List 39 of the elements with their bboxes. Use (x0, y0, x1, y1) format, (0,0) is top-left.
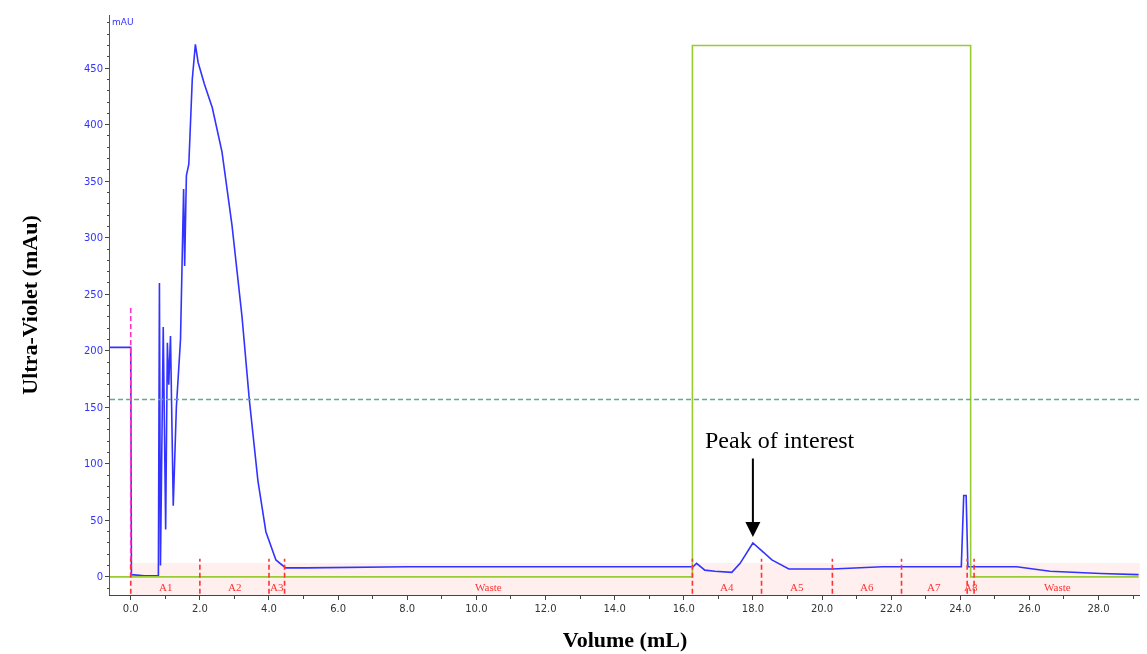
x-tick-label: 4.0 (261, 603, 277, 614)
x-tick-label: 20.0 (810, 603, 834, 614)
annotation: Peak of interest (705, 427, 855, 453)
x-tick-label: 26.0 (1018, 603, 1041, 614)
x-axis-title: Volume (mL) (562, 626, 688, 652)
y-tick-label: 200 (83, 345, 103, 357)
x-tick-label: 18.0 (741, 603, 765, 614)
y-tick-label: 400 (83, 119, 103, 131)
y-tick-label: 350 (83, 175, 103, 187)
band-label: Waste (475, 581, 502, 593)
y-axis-title: Ultra-Violet (mAu) (16, 215, 42, 395)
x-tick-label: 6.0 (330, 603, 347, 614)
x-tick-label: 10.0 (465, 603, 488, 614)
band-label: A3 (270, 581, 284, 593)
y-tick-label: 450 (83, 62, 103, 74)
x-tick-label: 0.0 (122, 603, 139, 614)
y-tick-label: 250 (83, 288, 103, 300)
x-tick-label: 12.0 (534, 603, 557, 614)
x-tick-label: 2.0 (191, 603, 208, 614)
y-tick-label: 50 (90, 514, 103, 526)
y-tick-label: 300 (83, 232, 103, 244)
x-tick-label: 8.0 (399, 603, 416, 614)
x-tick-label: 28.0 (1087, 603, 1110, 614)
band-label: A6 (860, 581, 874, 593)
annotation: mAU (112, 17, 134, 27)
y-tick-label: 0 (96, 571, 103, 583)
x-tick-label: 14.0 (603, 603, 626, 614)
band-label: A4 (720, 581, 734, 593)
x-tick-label: 16.0 (672, 603, 695, 614)
band-label: A7 (927, 581, 941, 593)
x-tick-label: 22.0 (880, 603, 903, 614)
band-label: A1 (159, 581, 173, 593)
band-label: A8 (964, 581, 978, 593)
y-tick-label: 150 (83, 401, 103, 413)
band-label: A2 (228, 581, 242, 593)
band-label: Waste (1044, 581, 1071, 593)
x-tick-label: 24.0 (949, 603, 972, 614)
band-label: A5 (790, 581, 804, 593)
y-tick-label: 100 (83, 458, 103, 470)
